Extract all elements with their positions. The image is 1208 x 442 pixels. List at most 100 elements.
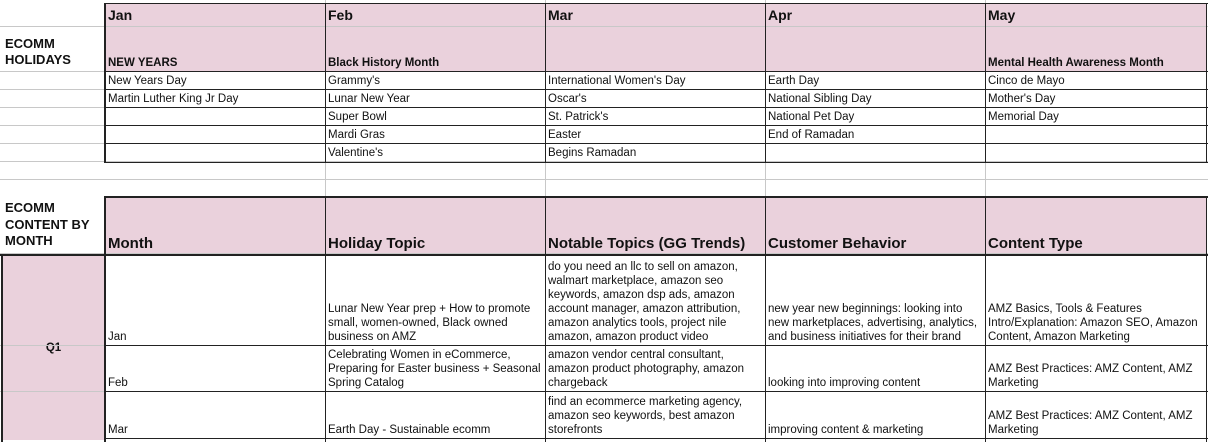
content-cell-notable-topics[interactable]: find an ecommerce marketing agency, amaz… [545,392,765,438]
theme-cell-jan[interactable]: NEW YEARS [105,26,325,71]
column-header-holiday-topic[interactable]: Holiday Topic [325,197,545,253]
theme-cell-may[interactable]: Mental Health Awareness Month [985,26,1206,71]
gridline [0,253,1208,254]
table-border [985,3,986,163]
content-cell-content-type[interactable]: AMZ Best Practices: AMZ Content, AMZ Mar… [985,346,1206,391]
table-border [104,196,106,442]
content-cell-holiday-topic[interactable]: Lunar New Year prep + How to promote sma… [325,256,545,345]
holiday-cell[interactable]: Mother's Day [988,93,1056,105]
cell-text: AMZ Best Practices: AMZ Content, AMZ Mar… [988,410,1193,436]
cell-text: do you need an llc to sell on amazon, wa… [548,261,741,343]
table-border [104,143,1208,144]
content-cell-holiday-topic[interactable]: Celebrating Women in eCommerce, Preparin… [325,346,545,391]
holiday-cell[interactable] [105,108,325,126]
cell-text: Jan [108,331,127,343]
cell-text: Celebrating Women in eCommerce, Preparin… [328,349,541,389]
holiday-cell[interactable]: Begins Ramadan [548,147,637,159]
table-border [104,125,1208,126]
holiday-cell[interactable]: Valentine's [328,147,384,159]
holiday-cell[interactable]: Lunar New Year [328,93,410,105]
header-text: Content Type [988,235,1083,252]
content-cell-content-type[interactable]: AMZ Best Practices: AMZ Content, AMZ Mar… [985,392,1206,438]
table-border [104,438,1208,439]
table-border [104,3,106,163]
quarter-cell[interactable]: Q1 [2,256,105,440]
theme-text: Black History Month [328,57,440,69]
holiday-cell[interactable]: Easter [548,129,582,141]
holiday-cell[interactable]: Martin Luther King Jr Day [108,93,239,105]
table-border [104,391,1208,392]
cell-text: Earth Day - Sustainable ecomm [328,424,491,436]
theme-text: NEW YEARS [108,57,178,69]
holiday-cell[interactable]: Super Bowl [328,111,387,123]
table-border [104,89,1208,90]
content-cell-holiday-topic[interactable]: Earth Day - Sustainable ecomm [325,392,545,438]
gridline [0,161,1208,162]
theme-text: Mental Health Awareness Month [988,57,1164,69]
holiday-cell[interactable]: New Years Day [108,75,187,87]
table-border [104,107,1208,108]
content-cell-month[interactable]: Feb [105,346,325,391]
holiday-cell[interactable] [985,144,1206,162]
holiday-cell[interactable] [985,126,1206,144]
gridline [0,179,1208,180]
quarter-label: Q1 [45,342,62,354]
table-border [104,345,1208,346]
holiday-cell[interactable] [105,144,325,162]
table-border [1206,3,1207,163]
content-cell-notable-topics[interactable]: amazon vendor central consultant, amazon… [545,346,765,391]
content-cell-content-type[interactable]: AMZ Basics, Tools & Features Intro/Expla… [985,256,1206,345]
month-header-may[interactable]: May [985,4,1206,26]
cell-text: new year new beginnings: looking into ne… [768,303,978,343]
table-border [104,71,1208,72]
table-border [765,3,766,163]
section-label-content[interactable]: ECOMM CONTENT BY MONTH [5,200,90,248]
cell-text: AMZ Basics, Tools & Features Intro/Expla… [988,303,1198,343]
month-header-feb[interactable]: Feb [325,4,545,26]
table-border [104,3,1208,4]
holiday-cell[interactable]: National Sibling Day [768,93,872,105]
holiday-cell[interactable]: End of Ramadan [768,129,855,141]
month-header-jan[interactable]: Jan [105,4,325,26]
content-cell-month[interactable]: Mar [105,392,325,438]
header-text: Customer Behavior [768,235,907,252]
holiday-cell[interactable]: National Pet Day [768,111,855,123]
theme-cell-mar[interactable] [545,26,765,71]
theme-cell-feb[interactable]: Black History Month [325,26,545,71]
month-header-mar[interactable]: Mar [545,4,765,26]
holiday-cell[interactable]: Oscar's [548,93,587,105]
content-cell-customer-behavior[interactable]: new year new beginnings: looking into ne… [765,256,985,345]
table-border [104,196,1208,198]
column-header-customer-behavior[interactable]: Customer Behavior [765,197,985,253]
content-cell-customer-behavior[interactable]: looking into improving content [765,346,985,391]
table-border [985,196,986,442]
cell-text: amazon vendor central consultant, amazon… [548,349,745,389]
cell-text: improving content & marketing [768,424,924,436]
holiday-cell[interactable]: Cinco de Mayo [988,75,1065,87]
holiday-cell[interactable] [765,144,985,162]
cell-text: looking into improving content [768,377,921,389]
theme-cell-apr[interactable] [765,26,985,71]
content-cell-notable-topics[interactable]: do you need an llc to sell on amazon, wa… [545,256,765,345]
holiday-cell[interactable]: Memorial Day [988,111,1059,123]
holiday-cell[interactable] [105,126,325,144]
holiday-cell[interactable]: St. Patrick's [548,111,609,123]
cell-text: Lunar New Year prep + How to promote sma… [328,303,531,343]
column-header-content-type[interactable]: Content Type [985,197,1206,253]
content-cell-month[interactable]: Jan [105,256,325,345]
column-header-notable-topics[interactable]: Notable Topics (GG Trends) [545,197,765,253]
month-header-apr[interactable]: Apr [765,4,985,26]
cell-text: Mar [108,424,128,436]
cell-text: AMZ Best Practices: AMZ Content, AMZ Mar… [988,363,1193,389]
holiday-cell[interactable]: Earth Day [768,75,820,87]
gridline [0,26,1208,27]
holiday-cell[interactable]: Grammy's [328,75,381,87]
header-text: Month [108,235,153,252]
column-header-month[interactable]: Month [105,197,325,253]
table-border [545,196,546,442]
section-label-holidays[interactable]: ECOMM HOLIDAYS [5,36,71,67]
content-cell-customer-behavior[interactable]: improving content & marketing [765,392,985,438]
holiday-cell[interactable]: International Women's Day [548,75,686,87]
holiday-cell[interactable]: Mardi Gras [328,129,385,141]
table-border [104,162,1208,163]
